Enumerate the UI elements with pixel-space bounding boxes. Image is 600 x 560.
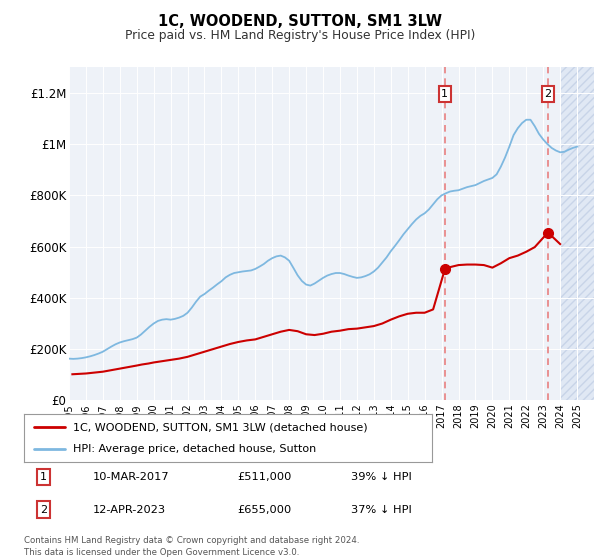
Text: 1: 1: [441, 89, 448, 99]
Text: 1C, WOODEND, SUTTON, SM1 3LW (detached house): 1C, WOODEND, SUTTON, SM1 3LW (detached h…: [73, 422, 368, 432]
Text: HPI: Average price, detached house, Sutton: HPI: Average price, detached house, Sutt…: [73, 444, 316, 454]
Text: £511,000: £511,000: [237, 472, 292, 482]
Text: Price paid vs. HM Land Registry's House Price Index (HPI): Price paid vs. HM Land Registry's House …: [125, 29, 475, 42]
Text: £655,000: £655,000: [237, 505, 291, 515]
Text: 2: 2: [40, 505, 47, 515]
Text: 10-MAR-2017: 10-MAR-2017: [93, 472, 170, 482]
Text: 37% ↓ HPI: 37% ↓ HPI: [351, 505, 412, 515]
Text: 1: 1: [40, 472, 47, 482]
Text: 1C, WOODEND, SUTTON, SM1 3LW: 1C, WOODEND, SUTTON, SM1 3LW: [158, 14, 442, 29]
Text: 12-APR-2023: 12-APR-2023: [93, 505, 166, 515]
Text: 39% ↓ HPI: 39% ↓ HPI: [351, 472, 412, 482]
Text: Contains HM Land Registry data © Crown copyright and database right 2024.
This d: Contains HM Land Registry data © Crown c…: [24, 536, 359, 557]
Bar: [560, 67, 594, 400]
Text: 2: 2: [544, 89, 551, 99]
